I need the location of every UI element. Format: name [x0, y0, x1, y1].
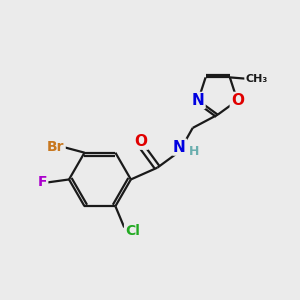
Text: N: N — [192, 93, 205, 108]
Text: CH₃: CH₃ — [245, 74, 268, 84]
Text: O: O — [231, 93, 244, 108]
Text: Cl: Cl — [125, 224, 140, 238]
Text: F: F — [38, 176, 47, 189]
Text: H: H — [189, 145, 200, 158]
Text: Br: Br — [47, 140, 65, 154]
Text: N: N — [173, 140, 186, 154]
Text: O: O — [135, 134, 148, 149]
